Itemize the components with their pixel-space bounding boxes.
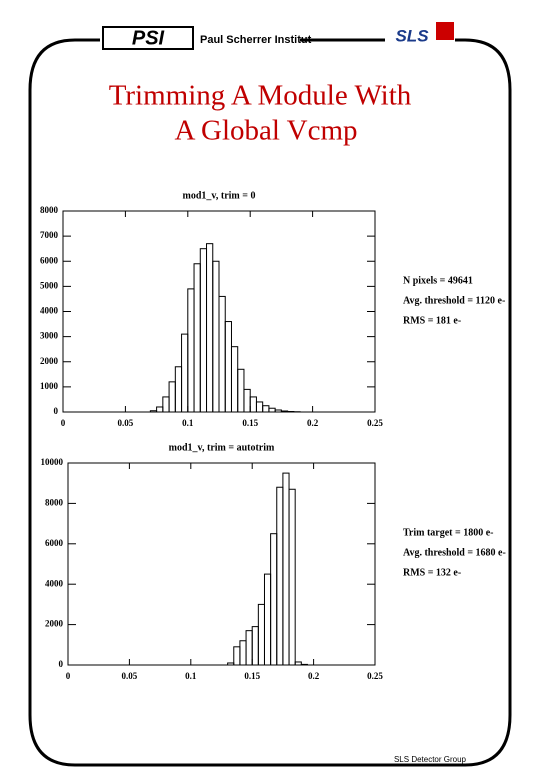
- histogram-bar: [199, 248, 208, 413]
- y-tick-label: 10000: [41, 457, 64, 467]
- histogram-bar: [156, 406, 164, 413]
- x-tick-label: 0.15: [242, 418, 258, 428]
- histogram-bar: [224, 321, 232, 413]
- histogram-bar: [239, 640, 247, 666]
- sls-cross: [436, 22, 454, 40]
- y-tick-label: 6000: [40, 255, 59, 265]
- x-tick-label: 0.05: [122, 671, 138, 681]
- histogram-bar: [257, 603, 265, 666]
- histogram-bar: [255, 401, 264, 413]
- x-tick-label: 0.2: [307, 418, 319, 428]
- x-tick-label: 0: [61, 418, 66, 428]
- histogram-bar: [212, 260, 220, 413]
- y-tick-label: 2000: [45, 619, 64, 629]
- y-tick-label: 5000: [40, 280, 59, 290]
- annotation: Avg. threshold = 1680 e-: [403, 547, 506, 558]
- psi-logo-box: [102, 26, 194, 50]
- institute: Paul Scherrer Institut: [200, 34, 312, 46]
- histogram-bar: [276, 486, 284, 666]
- histogram-bar: [218, 295, 226, 413]
- histogram-bar: [270, 533, 278, 666]
- histogram-bar: [206, 243, 214, 413]
- annotation: Trim target = 1800 e-: [403, 527, 493, 538]
- x-tick-label: 0.1: [185, 671, 197, 681]
- histogram-bar: [268, 407, 276, 413]
- histogram-bar: [282, 472, 290, 666]
- y-tick-label: 4000: [40, 306, 59, 316]
- x-tick-label: 0.2: [308, 671, 320, 681]
- histogram-bar: [251, 626, 259, 666]
- frame: [28, 38, 512, 767]
- histogram-bar: [263, 573, 272, 666]
- x-tick-label: 0: [66, 671, 71, 681]
- histogram-bar: [249, 396, 257, 413]
- y-tick-label: 6000: [45, 538, 64, 548]
- y-tick-label: 1000: [40, 381, 59, 391]
- histogram-bar: [237, 368, 245, 413]
- chart-title: mod1_v, trim = autotrim: [169, 442, 275, 453]
- x-tick-label: 0.25: [367, 671, 383, 681]
- histogram-bar: [162, 396, 170, 413]
- y-tick-label: 0: [54, 406, 59, 416]
- psi-logo: PSI: [132, 27, 165, 49]
- histogram-bar: [243, 388, 251, 413]
- slide-title: Trimming A Module With: [109, 80, 412, 112]
- y-tick-label: 8000: [40, 205, 59, 215]
- histogram-bar: [230, 346, 239, 413]
- histogram-bar: [168, 381, 176, 413]
- y-tick-label: 7000: [40, 230, 59, 240]
- annotation: Avg. threshold = 1120 e-: [403, 295, 505, 306]
- histogram-bar: [245, 630, 253, 666]
- y-tick-label: 0: [59, 659, 64, 669]
- histogram-bar: [262, 405, 270, 413]
- histogram-bar: [193, 263, 201, 413]
- footer: SLS Detector Group: [394, 755, 467, 764]
- x-tick-label: 0.1: [182, 418, 194, 428]
- histogram-bar: [174, 366, 183, 413]
- slide-title: A Global Vcmp: [174, 115, 357, 147]
- annotation: RMS = 181 e-: [403, 315, 461, 326]
- y-tick-label: 2000: [40, 356, 59, 366]
- y-tick-label: 4000: [45, 578, 64, 588]
- plot-frame: [67, 462, 376, 666]
- histogram-bar: [181, 333, 189, 413]
- chart-title: mod1_v, trim = 0: [183, 190, 256, 201]
- x-tick-label: 0.05: [118, 418, 134, 428]
- annotation: RMS = 132 e-: [403, 567, 461, 578]
- y-tick-label: 3000: [40, 331, 59, 341]
- x-tick-label: 0.25: [367, 418, 383, 428]
- y-tick-label: 8000: [45, 497, 64, 507]
- x-tick-label: 0.15: [244, 671, 260, 681]
- histogram-bar: [233, 646, 241, 666]
- histogram-bar: [187, 288, 195, 413]
- sls-logo: SLS: [395, 26, 429, 45]
- annotation: N pixels = 49641: [403, 275, 473, 286]
- histogram-bar: [288, 488, 296, 666]
